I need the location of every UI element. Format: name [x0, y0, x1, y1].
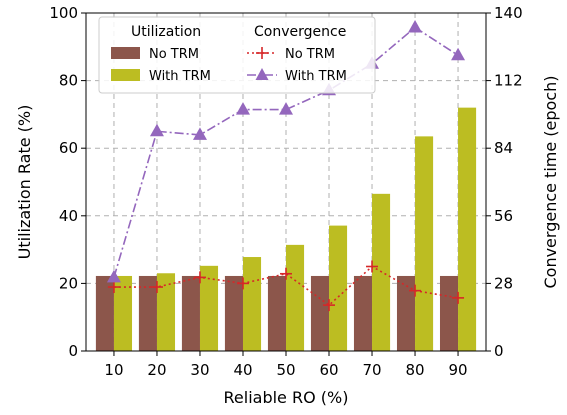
- y-axis-right-label: Convergence time (epoch): [541, 75, 560, 288]
- legend-box: [98, 16, 376, 94]
- x-tick-label: 10: [104, 361, 123, 379]
- point-no-trm-70: [366, 260, 379, 273]
- y-tick-label: 0: [68, 342, 78, 360]
- point-no-trm-50: [280, 267, 292, 280]
- y-right-tick-label: 84: [494, 139, 513, 157]
- x-tick-label: 80: [405, 361, 424, 379]
- y-right-tick-label: 28: [494, 274, 513, 292]
- point-with-trm-30: [192, 127, 207, 140]
- legend-title-convergence: Convergence: [254, 24, 346, 40]
- bar-with-trm-60: [329, 225, 348, 351]
- bar-no-trm-80: [396, 275, 416, 351]
- x-axis-label: Reliable RO (%): [224, 388, 349, 407]
- legend: Utilization Convergence No TRM With TRM No T…: [98, 16, 376, 94]
- y-axis-label: Utilization Rate (%): [15, 105, 34, 260]
- point-with-trm-80: [408, 19, 423, 33]
- y-right-tick-label: 0: [494, 342, 504, 360]
- bar-no-trm-40: [224, 275, 243, 351]
- bar-no-trm-70: [353, 275, 373, 351]
- line-with-trm: [113, 26, 459, 278]
- legend-swatch-with-trm: [111, 69, 140, 81]
- x-tick-label: 60: [319, 361, 338, 379]
- bar-no-trm-60: [310, 275, 330, 351]
- point-no-trm-20: [150, 281, 163, 294]
- point-no-trm-60: [323, 299, 336, 312]
- bar-no-trm-10: [95, 275, 114, 351]
- x-tick-label: 50: [276, 361, 295, 379]
- point-with-trm-90: [451, 47, 466, 61]
- y-right-tick-label: 112: [494, 72, 523, 90]
- point-no-trm-40: [236, 277, 249, 290]
- x-tick-label: 40: [233, 361, 252, 379]
- bar-with-trm-20: [156, 273, 176, 351]
- y-tick-label: 100: [49, 4, 78, 22]
- y-tick-label: 80: [59, 72, 78, 90]
- bar-with-trm-10: [113, 275, 133, 351]
- x-tick-label: 20: [147, 361, 166, 379]
- y-tick-label: 40: [59, 207, 78, 225]
- x-tick-label: 70: [362, 361, 381, 379]
- legend-title-utilization: Utilization: [131, 24, 201, 40]
- point-no-trm-10: [107, 281, 120, 294]
- legend-label: No TRM: [149, 47, 199, 62]
- legend-label: With TRM: [285, 69, 347, 84]
- x-tick-label: 90: [448, 361, 467, 379]
- point-with-trm-40: [235, 102, 250, 115]
- bar-with-trm-40: [242, 257, 262, 351]
- legend-swatch-no-trm: [111, 47, 140, 59]
- bar-series: [95, 107, 477, 351]
- bar-no-trm-20: [138, 275, 157, 351]
- bar-no-trm-50: [267, 275, 286, 351]
- point-with-trm-20: [149, 123, 164, 137]
- point-with-trm-50: [279, 102, 293, 115]
- legend-label: With TRM: [149, 69, 211, 84]
- bar-with-trm-50: [286, 244, 305, 351]
- line-series: [106, 19, 466, 312]
- axis-ticks: 0 20 40 60 80 100 0 28 56 84 112 140 10 20 30 40 50 60 70 8…: [49, 4, 522, 379]
- bar-with-trm-30: [199, 265, 219, 351]
- bar-no-trm-90: [439, 275, 459, 351]
- y-right-tick-label: 140: [494, 4, 523, 22]
- legend-label: No TRM: [285, 47, 335, 62]
- y-tick-label: 20: [59, 274, 78, 292]
- y-right-tick-label: 56: [494, 207, 513, 225]
- legend-marker-triangle: [255, 68, 269, 80]
- y-tick-label: 60: [59, 139, 78, 157]
- bar-no-trm-30: [181, 275, 200, 351]
- point-no-trm-80: [409, 284, 422, 297]
- bar-with-trm-80: [415, 136, 434, 351]
- point-no-trm-30: [193, 271, 206, 284]
- point-with-trm-10: [106, 269, 121, 283]
- x-tick-label: 30: [190, 361, 209, 379]
- bar-with-trm-90: [458, 107, 477, 351]
- point-no-trm-90: [452, 291, 465, 304]
